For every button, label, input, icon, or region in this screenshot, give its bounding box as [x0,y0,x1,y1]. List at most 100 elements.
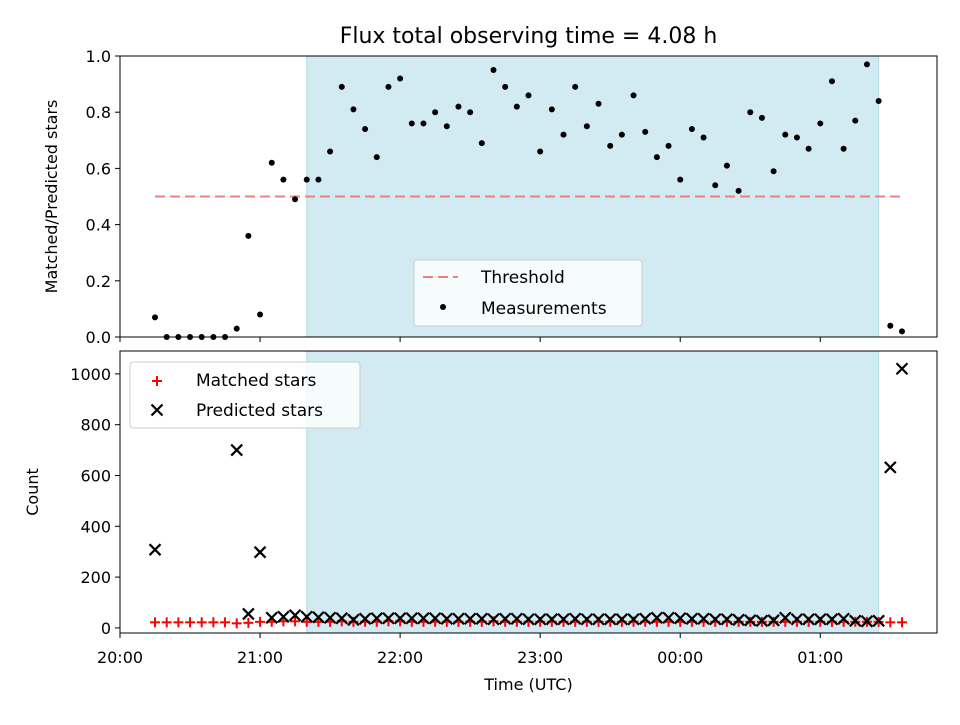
measurement-point [548,106,555,113]
measurement-point [863,61,870,68]
measurement-point [723,162,730,169]
measurement-point [338,83,345,90]
measurement-point [595,100,602,107]
x-stroke [393,611,407,625]
x-stroke [720,613,734,626]
measurement-point [875,97,882,104]
x-stroke [662,611,675,625]
x-stroke [860,615,874,628]
measurement-point [467,109,474,116]
measurement-point [758,114,765,121]
measurement-point [478,140,485,147]
measurement-point [747,109,754,116]
matched-stars-point [231,618,242,629]
predicted-stars-point [253,545,267,559]
x-stroke [697,612,710,626]
x-stroke [405,611,419,625]
x-stroke [300,610,314,624]
measurement-point [350,106,357,113]
measurement-point [420,120,427,127]
legend-predicted-label: Predicted stars [196,401,323,421]
predicted-stars-point [650,611,664,625]
x-stroke [533,613,547,626]
chart-title: Flux total observing time = 4.08 h [340,24,718,49]
matched-stars-point [255,616,266,627]
predicted-stars-point [300,610,314,624]
x-stroke [277,610,290,624]
x-stroke [148,543,162,556]
x-stroke [872,614,885,628]
measurement-point [583,123,590,130]
measurement-point [700,134,707,141]
x-stroke [265,611,279,625]
x-stroke [150,403,164,417]
matched-stars-point [896,617,907,628]
measurement-point [292,196,299,203]
predicted-stars-point [662,611,675,625]
x-axis-label: Time (UTC) [483,675,572,694]
x-stroke [498,612,512,626]
x-tick-label: 21:00 [237,648,283,667]
y-tick-label: 0.2 [86,272,111,291]
x-stroke [545,613,559,626]
measurement-point [443,123,450,130]
y-tick-label: 0 [101,619,111,638]
predicted-stars-point [148,543,162,556]
predicted-stars-point [428,611,442,625]
y-axis-label: Count [23,468,42,516]
measurement-point [490,67,497,74]
x-tick-label: 23:00 [517,648,563,667]
measurement-point [852,117,859,124]
x-stroke [475,612,489,626]
x-stroke [230,443,243,457]
predicted-stars-point [358,612,372,626]
predicted-stars-point [720,613,734,626]
observing-interval-shade [306,350,880,634]
y-axis-label: Matched/Predicted stars [42,100,61,294]
x-stroke [743,614,757,627]
x-stroke [755,614,769,628]
x-stroke [452,612,465,626]
predicted-stars-point [498,612,512,626]
predicted-stars-point [557,613,570,626]
measurement-point [688,126,695,133]
predicted-stars-point [288,608,302,622]
predicted-stars-point [230,443,243,457]
predicted-stars-point [510,612,524,626]
x-stroke [673,611,687,625]
predicted-stars-point [323,611,337,625]
x-stroke [849,614,862,628]
x-stroke [615,613,629,626]
x-stroke [463,612,477,626]
measurement-point [677,176,684,183]
x-stroke [428,611,442,625]
y-tick-label: 0.6 [86,159,111,178]
legend-predicted-swatch [150,403,164,417]
measurement-point [782,131,789,138]
measurement-point [303,176,310,183]
y-tick-label: 600 [80,466,111,485]
measurement-point [840,145,847,152]
predicted-stars-point [417,611,430,625]
predicted-stars-point [277,610,290,624]
measurement-point [513,103,520,110]
x-tick-label: 20:00 [97,648,143,667]
x-stroke [814,613,827,626]
x-stroke [778,611,792,625]
x-stroke [522,613,535,626]
measurement-point [385,83,392,90]
measurement-point [233,325,240,332]
predicted-stars-point [405,611,419,625]
legend-box [413,259,643,327]
y-tick-label: 0.0 [86,328,111,347]
measurement-point [665,142,672,149]
x-stroke [557,613,570,626]
predicted-stars-point [790,613,804,626]
x-stroke [603,613,617,626]
x-stroke [347,613,360,627]
x-tick-label: 22:00 [377,648,423,667]
measurement-point [618,131,625,138]
x-stroke [627,613,640,626]
x-stroke [802,613,815,626]
